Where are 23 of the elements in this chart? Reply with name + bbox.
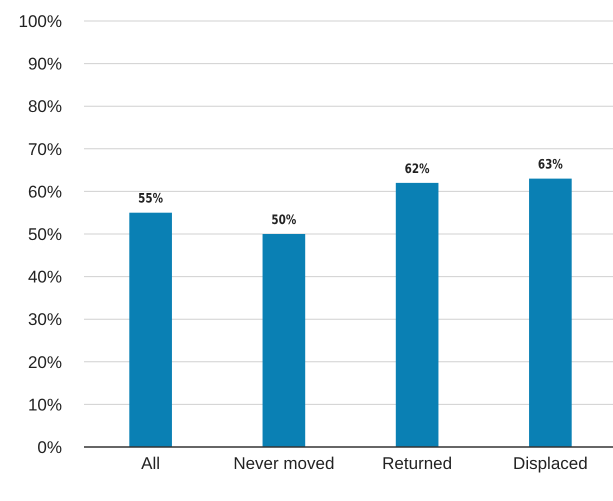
- bar: [129, 212, 172, 447]
- y-tick-label: 40%: [28, 268, 62, 287]
- y-tick-label: 20%: [28, 352, 62, 372]
- data-label: 55%: [138, 190, 164, 206]
- y-tick-label: 100%: [18, 12, 62, 31]
- x-tick-label: Returned: [382, 454, 452, 473]
- y-tick-label: 10%: [28, 395, 62, 414]
- data-label: 62%: [404, 160, 430, 176]
- data-label: 63%: [538, 156, 563, 172]
- bar: [262, 234, 306, 447]
- y-tick-label: 0%: [37, 438, 62, 457]
- x-tick-label: Never moved: [233, 454, 334, 473]
- y-tick-label: 70%: [28, 140, 62, 159]
- x-tick-label: All: [141, 454, 160, 473]
- y-tick-label: 80%: [28, 97, 62, 116]
- x-tick-label: Displaced: [513, 454, 588, 473]
- bar: [396, 182, 438, 447]
- y-tick-label: 50%: [28, 224, 62, 244]
- y-tick-label: 60%: [28, 182, 62, 202]
- y-tick-label: 30%: [28, 310, 62, 330]
- data-label: 50%: [271, 212, 296, 228]
- bar: [529, 178, 572, 447]
- y-tick-label: 90%: [28, 54, 62, 74]
